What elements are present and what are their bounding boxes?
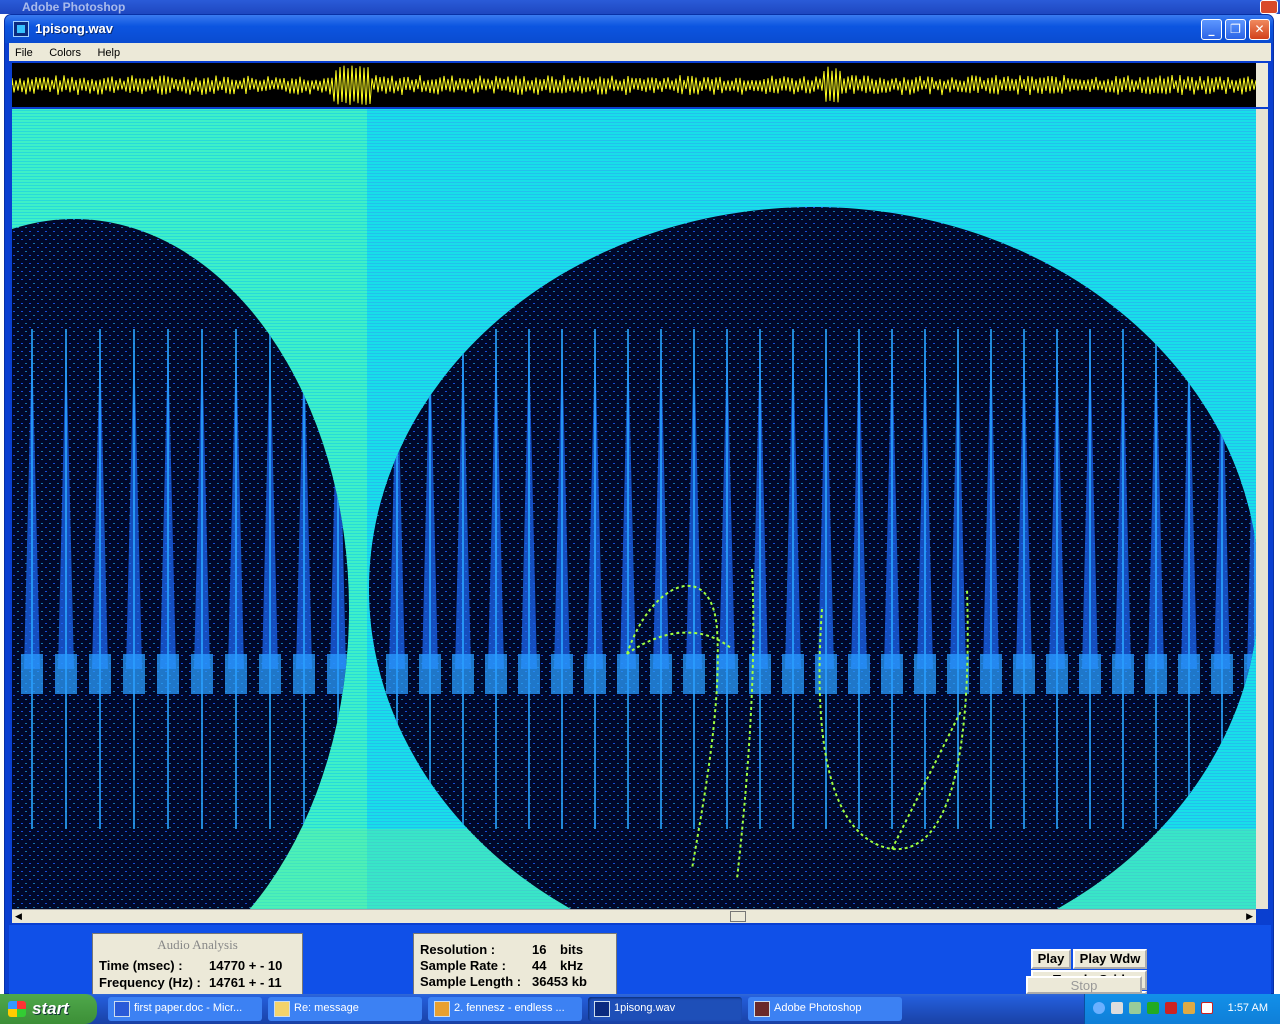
bottom-panel: Audio Analysis Time (msec) : 14770 + - 1… [9, 925, 1271, 999]
resolution-label: Resolution : [420, 942, 496, 957]
audio-analysis-panel: Audio Analysis Time (msec) : 14770 + - 1… [92, 933, 303, 999]
tray-app-icon[interactable] [1183, 1002, 1195, 1014]
windows-logo-icon [8, 1001, 26, 1017]
frequency-label: Frequency (Hz) : [99, 975, 201, 990]
resolution-value: 16 [532, 942, 547, 957]
menu-file[interactable]: File [15, 47, 33, 59]
time-label: Time (msec) : [99, 958, 183, 973]
spectrogram-horizontal-scrollbar[interactable]: ◀ ▶ [12, 909, 1256, 923]
resolution-unit: bits [560, 942, 584, 957]
task-label: Adobe Photoshop [774, 1002, 862, 1014]
spectrogram-app-icon [594, 1001, 610, 1017]
waveform-graphic [11, 65, 1257, 105]
sample-rate-value: 44 [532, 958, 547, 973]
window-title: 1pisong.wav [35, 21, 114, 36]
play-button[interactable]: Play [1031, 949, 1071, 969]
task-label: Re: message [294, 1002, 359, 1014]
scroll-thumb[interactable] [730, 911, 746, 922]
play-window-button[interactable]: Play Wdw [1073, 949, 1147, 969]
tray-zonealarm-icon[interactable] [1165, 1002, 1177, 1014]
close-button[interactable]: ✕ [1249, 19, 1270, 40]
taskbar: start first paper.doc - Micr... Re: mess… [0, 994, 1280, 1024]
task-word-document[interactable]: first paper.doc - Micr... [108, 997, 262, 1021]
word-icon [114, 1001, 130, 1017]
audio-analysis-header: Audio Analysis [157, 937, 238, 952]
task-label: first paper.doc - Micr... [134, 1002, 243, 1014]
mail-icon [274, 1001, 290, 1017]
spectrogram-vertical-scrollbar[interactable] [1256, 109, 1268, 909]
tray-network-icon[interactable] [1111, 1002, 1123, 1014]
app-icon [13, 21, 29, 37]
tray-status-icon[interactable] [1147, 1002, 1159, 1014]
system-tray: 1:57 AM [1084, 994, 1280, 1024]
scroll-left-icon[interactable]: ◀ [15, 912, 22, 922]
sample-length-value: 36453 kb [532, 974, 587, 989]
task-spectrogram[interactable]: 1pisong.wav [588, 997, 742, 1021]
clock: 1:57 AM [1227, 1002, 1268, 1014]
start-button[interactable]: start [0, 994, 97, 1024]
sample-rate-label: Sample Rate : [420, 958, 506, 973]
background-app-title: Adobe Photoshop [22, 0, 126, 14]
waveform-view[interactable] [11, 63, 1257, 107]
menubar: File Colors Help [9, 43, 1271, 61]
sample-rate-unit: kHz [560, 958, 584, 973]
winamp-icon [434, 1001, 450, 1017]
task-media-player[interactable]: 2. fennesz - endless ... [428, 997, 582, 1021]
photoshop-icon [754, 1001, 770, 1017]
task-label: 2. fennesz - endless ... [454, 1002, 565, 1014]
frequency-value: 14761 + - 11 [209, 975, 282, 990]
spectrogram-window: 1pisong.wav _ ❐ ✕ File Colors Help [4, 14, 1274, 999]
tray-arrow-icon[interactable] [1093, 1002, 1105, 1014]
background-app-titlebar: Adobe Photoshop [0, 0, 1280, 14]
menu-help[interactable]: Help [97, 47, 121, 59]
time-value: 14770 + - 10 [209, 958, 283, 973]
file-info-panel: Resolution : 16 bits Sample Rate : 44 kH… [413, 933, 617, 999]
background-close-icon[interactable] [1260, 0, 1278, 14]
maximize-button[interactable]: ❐ [1225, 19, 1246, 40]
task-label: 1pisong.wav [614, 1002, 676, 1014]
spectrogram-graphic [12, 109, 1256, 909]
tray-device-icon[interactable] [1129, 1002, 1141, 1014]
task-email-message[interactable]: Re: message [268, 997, 422, 1021]
window-titlebar[interactable]: 1pisong.wav _ ❐ ✕ [5, 15, 1273, 43]
sample-length-label: Sample Length : [420, 974, 522, 989]
tray-close-icon[interactable] [1201, 1002, 1213, 1014]
scroll-right-icon[interactable]: ▶ [1246, 912, 1253, 922]
minimize-button[interactable]: _ [1201, 19, 1222, 40]
waveform-scrollbar[interactable] [1256, 63, 1268, 107]
stop-button-label[interactable]: Stop [1026, 976, 1142, 994]
start-label: start [32, 999, 69, 1018]
spectrogram-view[interactable] [12, 109, 1256, 909]
menu-colors[interactable]: Colors [49, 47, 81, 59]
task-photoshop[interactable]: Adobe Photoshop [748, 997, 902, 1021]
